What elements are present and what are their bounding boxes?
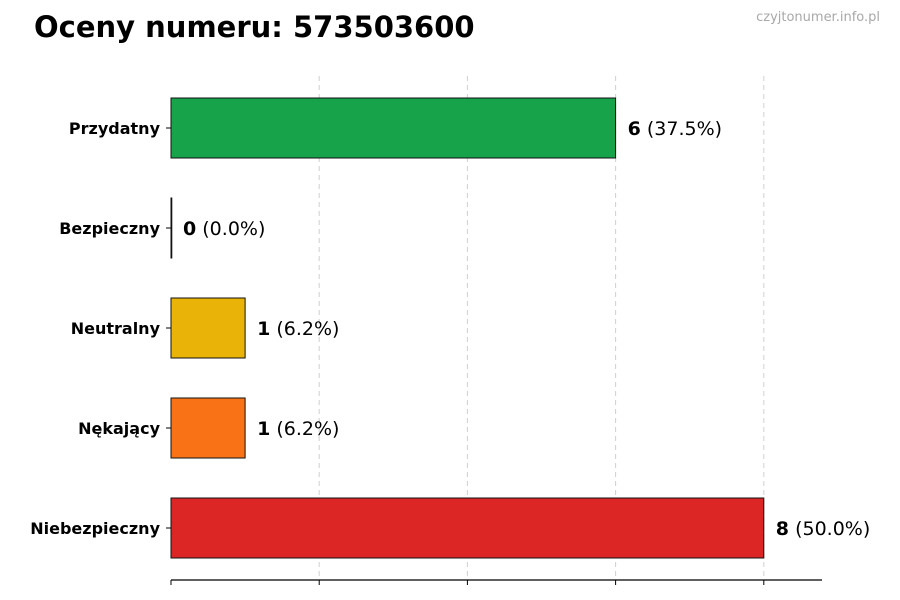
category-label: Bezpieczny — [59, 219, 160, 238]
bar-bezpieczny — [170, 197, 173, 259]
value-label: 6 (37.5%) — [628, 118, 722, 140]
value-label: 8 (50.0%) — [776, 518, 870, 540]
bar-nękający — [170, 397, 246, 459]
value-label: 1 (6.2%) — [257, 318, 339, 340]
category-label: Przydatny — [69, 119, 161, 138]
category-label: Nękający — [78, 419, 160, 438]
category-label: Neutralny — [71, 319, 161, 338]
watermark-text: czyjtonumer.info.pl — [756, 10, 880, 25]
value-label: 0 (0.0%) — [183, 218, 265, 240]
category-label: Niebezpieczny — [30, 519, 160, 538]
bar-niebezpieczny — [170, 497, 765, 559]
bar-neutralny — [170, 297, 246, 359]
value-label: 1 (6.2%) — [257, 418, 339, 440]
chart-title: Oceny numeru: 573503600 — [34, 10, 475, 44]
bar-przydatny — [170, 97, 617, 159]
